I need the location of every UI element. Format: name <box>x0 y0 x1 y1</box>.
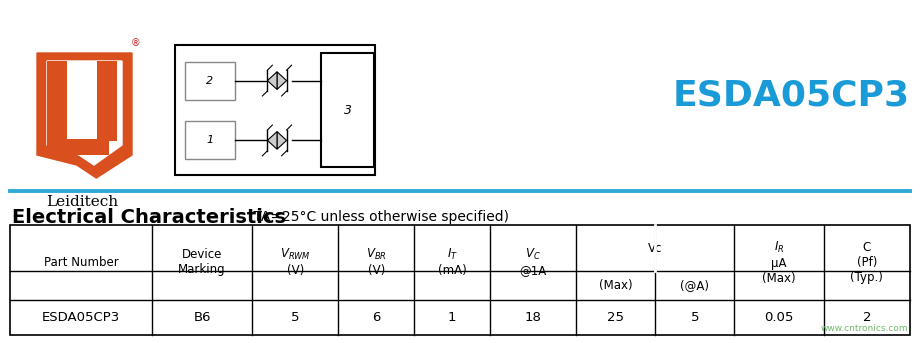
Bar <box>321 53 374 167</box>
Text: Leiditech: Leiditech <box>46 195 118 209</box>
Bar <box>47 61 67 155</box>
Text: 1: 1 <box>448 311 456 324</box>
Text: Part Number: Part Number <box>43 256 118 269</box>
Text: $V_C$
@1A: $V_C$ @1A <box>519 247 547 277</box>
Bar <box>185 121 235 159</box>
Polygon shape <box>267 72 277 90</box>
Text: 25: 25 <box>607 311 625 324</box>
Text: $I_R$
μA
(Max): $I_R$ μA (Max) <box>762 240 796 285</box>
Text: Electrical Characteristics: Electrical Characteristics <box>12 208 286 227</box>
Text: $V_{BR}$
(V): $V_{BR}$ (V) <box>366 247 386 277</box>
Text: 6: 6 <box>372 311 381 324</box>
Text: 2: 2 <box>863 311 871 324</box>
Polygon shape <box>37 53 132 178</box>
Text: ESDA05CP3: ESDA05CP3 <box>673 78 910 112</box>
Text: (@A): (@A) <box>680 279 710 292</box>
Text: $V_{RWM}$
(V): $V_{RWM}$ (V) <box>280 247 310 277</box>
Text: C
(Pf)
(Typ.): C (Pf) (Typ.) <box>850 241 883 284</box>
Text: Vc: Vc <box>648 241 663 255</box>
Bar <box>47 139 109 155</box>
Text: 3: 3 <box>344 104 352 117</box>
Polygon shape <box>277 132 286 149</box>
Text: $I_T$
(mA): $I_T$ (mA) <box>438 247 467 277</box>
Bar <box>10 225 910 335</box>
Text: B6: B6 <box>193 311 211 324</box>
Text: (TA=25°C unless otherwise specified): (TA=25°C unless otherwise specified) <box>248 210 509 224</box>
Text: 1: 1 <box>206 135 213 145</box>
Text: Device
Marking: Device Marking <box>178 248 225 276</box>
Polygon shape <box>47 61 122 165</box>
Bar <box>185 62 235 99</box>
Text: ESDA05CP3: ESDA05CP3 <box>42 311 120 324</box>
Text: 2: 2 <box>206 75 213 86</box>
Text: 5: 5 <box>291 311 299 324</box>
Text: 0.05: 0.05 <box>764 311 794 324</box>
Text: 18: 18 <box>525 311 541 324</box>
Text: 5: 5 <box>690 311 699 324</box>
Text: ®: ® <box>130 38 140 48</box>
Bar <box>175 45 375 175</box>
Bar <box>97 61 117 141</box>
Text: (Max): (Max) <box>599 279 633 292</box>
Text: www.cntronics.com: www.cntronics.com <box>821 324 908 333</box>
Polygon shape <box>277 72 286 90</box>
Polygon shape <box>267 132 277 149</box>
